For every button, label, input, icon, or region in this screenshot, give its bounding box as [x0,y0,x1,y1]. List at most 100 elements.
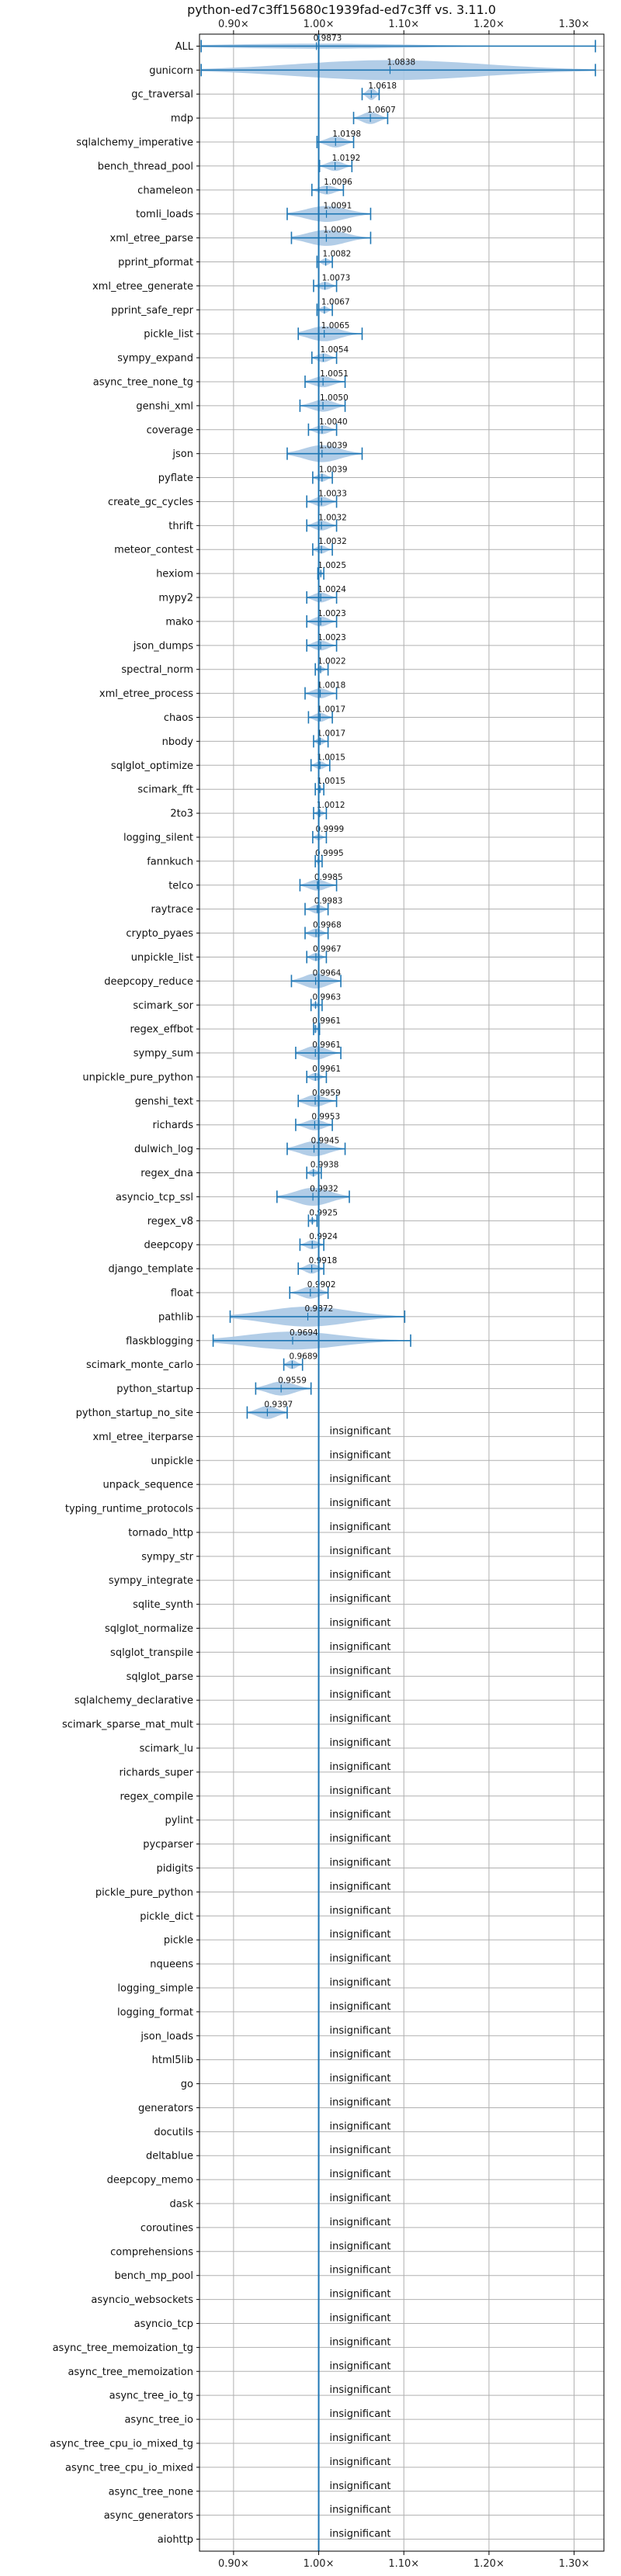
category-label: aiohttp [158,2534,193,2546]
x-tick-label-top: 1.00× [304,19,335,30]
category-label: pickle_list [144,329,193,341]
benchmark-row: crypto_pyaes 0.9968 [126,921,341,940]
benchmark-row: asyncio_tcp_ssl 0.9932 [116,1184,350,1206]
category-label: comprehensions [110,2246,193,2258]
benchmark-row: async_tree_io insignificant [124,2408,390,2426]
value-label: 0.9964 [313,968,342,978]
category-label: chameleon [137,185,193,196]
benchmark-row: pickle_dict insignificant [140,1905,390,1923]
category-label: deltablue [146,2151,193,2162]
insignificant-label: insignificant [330,1618,391,1629]
benchmark-row: sympy_sum 0.9961 [134,1040,342,1060]
insignificant-label: insignificant [330,1809,391,1821]
category-label: flaskblogging [126,1335,193,1347]
insignificant-label: insignificant [330,1929,391,1941]
insignificant-label: insignificant [330,2001,391,2013]
category-label: async_tree_memoization_tg [53,2342,193,2354]
benchmark-row: sqlglot_normalize insignificant [105,1618,391,1636]
value-label: 1.0015 [317,777,345,786]
category-label: genshi_xml [136,400,193,412]
category-label: json_loads [140,2031,193,2042]
benchmark-row: mdp 1.0607 [171,106,396,125]
insignificant-label: insignificant [330,2312,391,2324]
category-label: asyncio_websockets [91,2294,193,2306]
category-label: async_tree_cpu_io_mixed [65,2462,193,2474]
category-label: sqlalchemy_imperative [76,137,193,149]
category-label: 2to3 [170,808,193,820]
value-label: 1.0025 [317,561,346,570]
insignificant-label: insignificant [330,2432,391,2444]
benchmark-row: xml_etree_parse 1.0090 [110,226,372,246]
category-label: async_tree_none [109,2486,193,2498]
benchmark-row: coroutines insignificant [141,2217,391,2235]
category-label: asyncio_tcp [134,2318,193,2330]
x-tick-label-top: 0.90× [218,19,249,30]
value-label: 1.0017 [317,705,345,715]
insignificant-label: insignificant [330,1833,391,1845]
benchmark-row: richards 0.9953 [153,1113,341,1132]
benchmark-row: pickle insignificant [164,1929,391,1947]
category-label: python_startup_no_site [76,1407,193,1419]
benchmark-row: asyncio_tcp insignificant [134,2312,391,2330]
benchmark-row: pickle_pure_python insignificant [95,1881,391,1899]
value-label: 0.9689 [289,1352,317,1362]
benchmark-row: regex_dna 0.9938 [141,1161,338,1180]
category-label: xml_etree_parse [110,233,193,244]
benchmark-row: scimark_fft 1.0015 [137,777,345,795]
value-label: 1.0073 [322,273,351,282]
category-label: coroutines [141,2222,193,2234]
category-label: async_tree_io_tg [109,2391,193,2402]
value-label: 0.9968 [313,921,342,930]
value-label: 0.9995 [315,849,344,858]
value-label: 1.0017 [317,729,345,738]
category-label: pickle [164,1935,193,1947]
category-label: generators [138,2103,193,2114]
category-label: async_tree_memoization [68,2367,193,2378]
category-label: regex_compile [120,1791,193,1802]
value-label: 1.0051 [320,369,349,379]
benchmark-row: fannkuch 0.9995 [147,849,344,868]
benchmark-row: deepcopy 0.9924 [144,1232,338,1252]
benchmark-row: logging_simple insignificant [117,1977,390,1995]
category-label: sqlite_synth [133,1599,193,1611]
benchmark-row: meteor_contest 1.0032 [114,537,347,556]
insignificant-label: insignificant [330,2217,391,2228]
benchmark-row: pidigits insignificant [157,1857,391,1875]
value-label: 0.9902 [307,1280,336,1290]
insignificant-label: insignificant [330,2505,391,2516]
benchmark-row: tornado_http insignificant [128,1522,390,1539]
category-label: mdp [171,113,193,125]
insignificant-label: insignificant [330,2241,391,2252]
benchmark-row: regex_compile insignificant [120,1785,390,1803]
category-label: async_tree_none_tg [93,376,193,388]
category-label: pidigits [157,1863,194,1875]
insignificant-label: insignificant [330,2360,391,2372]
insignificant-label: insignificant [330,2145,391,2156]
insignificant-label: insignificant [330,2073,391,2085]
benchmark-row: bench_thread_pool 1.0192 [98,154,361,173]
category-label: scimark_lu [140,1743,193,1755]
value-label: 0.9961 [312,1040,341,1050]
category-label: sqlglot_normalize [105,1623,193,1635]
benchmark-row: xml_etree_process 1.0018 [99,681,345,701]
category-label: telco [168,880,193,892]
category-label: pathlib [158,1311,193,1323]
category-label: pyflate [158,473,193,484]
value-label: 0.9559 [278,1376,307,1386]
benchmark-row: thrift 1.0032 [168,513,347,532]
benchmark-row: django_template 0.9918 [109,1256,338,1276]
benchmark-row: bench_mp_pool insignificant [114,2265,390,2283]
category-label: xml_etree_generate [92,281,193,293]
category-label: deepcopy_memo [107,2175,193,2186]
benchmark-row: scimark_lu insignificant [140,1737,391,1755]
benchmark-row: xml_etree_generate 1.0073 [92,273,350,293]
benchmark-row: pylint insignificant [165,1809,390,1827]
value-label: 1.0033 [318,489,347,498]
benchmark-row: genshi_text 0.9959 [135,1089,341,1108]
benchmark-row: gc_traversal 1.0618 [131,81,397,101]
value-label: 1.0039 [319,466,348,475]
category-label: asyncio_tcp_ssl [116,1192,193,1203]
value-label: 1.0618 [368,81,397,91]
insignificant-label: insignificant [330,1761,391,1773]
x-tick-label-bottom: 1.00× [304,2558,335,2570]
